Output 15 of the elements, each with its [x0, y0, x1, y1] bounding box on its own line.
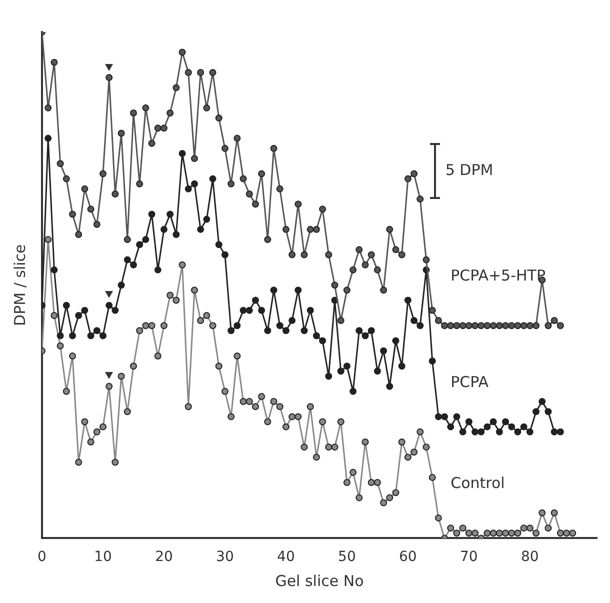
x-tick-label: 80 [521, 549, 539, 566]
x-tick-label: 20 [155, 549, 173, 566]
series-label: PCPA [450, 372, 490, 391]
x-tick-label: 10 [94, 549, 112, 566]
x-tick-label: 0 [38, 549, 46, 566]
x-tick-label: 40 [277, 549, 295, 566]
x-tick-label: 60 [399, 549, 417, 566]
series-label: PCPA+5-HTP [450, 266, 546, 285]
x-tick-label: 30 [216, 549, 234, 566]
x-tick-label: 70 [460, 549, 478, 566]
annotation: 5 DPM [445, 161, 494, 180]
x-axis-title: Gel slice No [275, 572, 364, 590]
y-axis-title: DPM / slice [10, 244, 29, 326]
series-label: Control [450, 474, 505, 492]
x-tick-label: 50 [338, 549, 356, 566]
